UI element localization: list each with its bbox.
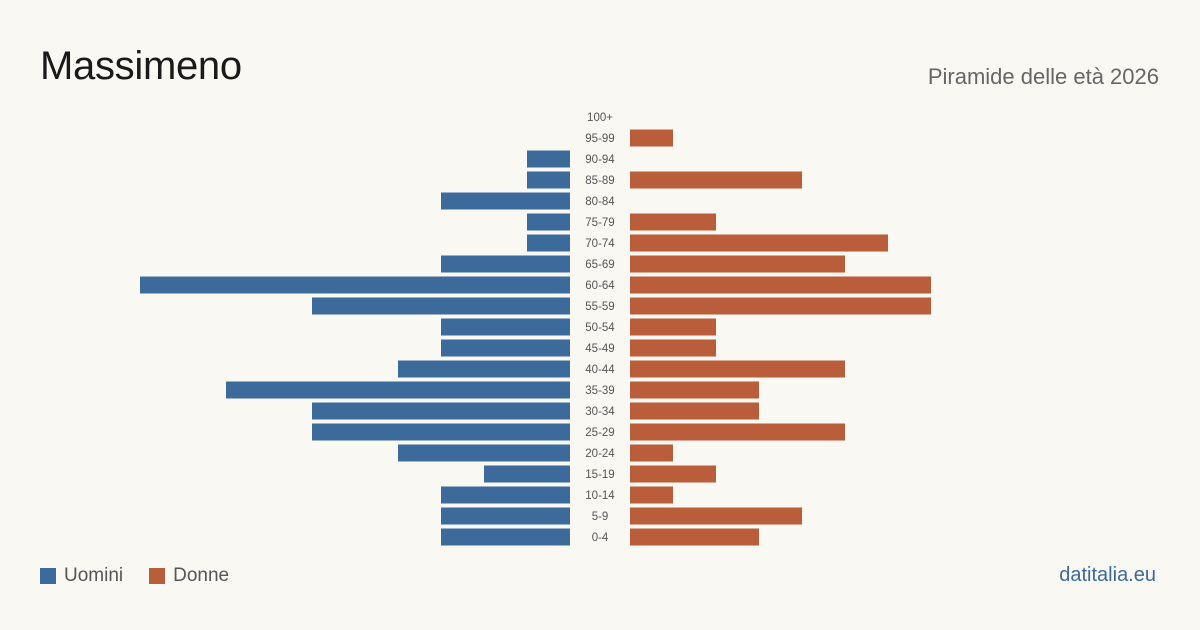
age-label-25-29: 25-29 <box>585 427 614 439</box>
bar-male-50-54 <box>441 318 570 336</box>
legend-swatch-female <box>149 568 166 584</box>
age-label-95-99: 95-99 <box>585 133 614 145</box>
bar-female-85-89 <box>630 171 802 189</box>
bar-female-60-64 <box>630 276 931 294</box>
bar-male-15-19 <box>484 465 570 483</box>
bar-female-20-24 <box>630 444 673 462</box>
legend: Uomini Donne <box>40 565 255 587</box>
age-label-20-24: 20-24 <box>585 448 615 460</box>
age-label-55-59: 55-59 <box>585 301 614 313</box>
age-label-65-69: 65-69 <box>585 259 614 271</box>
bar-female-45-49 <box>630 339 716 357</box>
legend-swatch-male <box>40 568 56 584</box>
legend-item-female: Donne <box>149 565 229 587</box>
bar-male-85-89 <box>527 171 570 189</box>
age-label-40-44: 40-44 <box>585 364 615 376</box>
bar-male-65-69 <box>441 255 570 273</box>
age-label-50-54: 50-54 <box>585 322 615 334</box>
legend-label-male: Uomini <box>64 565 124 586</box>
chart-title: Massimeno <box>40 44 242 88</box>
age-label-70-74: 70-74 <box>585 238 615 250</box>
bar-female-65-69 <box>630 255 845 273</box>
bar-female-30-34 <box>630 402 759 420</box>
bar-female-55-59 <box>630 297 931 315</box>
bar-female-70-74 <box>630 234 888 252</box>
bar-male-80-84 <box>441 192 570 210</box>
bar-male-55-59 <box>312 297 570 315</box>
bar-female-0-4 <box>630 528 759 546</box>
bar-female-15-19 <box>630 465 716 483</box>
bar-female-95-99 <box>630 129 673 147</box>
bar-male-10-14 <box>441 486 570 504</box>
bar-female-75-79 <box>630 213 716 231</box>
age-label-0-4: 0-4 <box>592 532 609 544</box>
age-label-80-84: 80-84 <box>585 196 615 208</box>
bar-male-30-34 <box>312 402 570 420</box>
chart-subtitle: Piramide delle età 2026 <box>927 64 1159 89</box>
age-label-90-94: 90-94 <box>585 154 615 166</box>
bar-female-50-54 <box>630 318 716 336</box>
bar-male-35-39 <box>226 381 570 399</box>
bar-male-5-9 <box>441 507 570 525</box>
age-label-30-34: 30-34 <box>585 406 615 418</box>
bar-male-90-94 <box>527 150 570 168</box>
bar-female-25-29 <box>630 423 845 441</box>
age-label-45-49: 45-49 <box>585 343 614 355</box>
bar-male-75-79 <box>527 213 570 231</box>
bar-male-20-24 <box>398 444 570 462</box>
bar-female-35-39 <box>630 381 759 399</box>
age-label-5-9: 5-9 <box>592 511 609 523</box>
bar-male-70-74 <box>527 234 570 252</box>
age-label-35-39: 35-39 <box>585 385 614 397</box>
legend-label-female: Donne <box>173 565 230 586</box>
bar-male-40-44 <box>398 360 570 378</box>
source-link[interactable]: datitalia.eu <box>1059 564 1156 586</box>
bar-female-10-14 <box>630 486 673 504</box>
age-label-85-89: 85-89 <box>585 175 614 187</box>
bar-female-5-9 <box>630 507 802 525</box>
bar-male-60-64 <box>140 276 570 294</box>
age-label-60-64: 60-64 <box>585 280 615 292</box>
bar-female-40-44 <box>630 360 845 378</box>
bar-male-0-4 <box>441 528 570 546</box>
bar-male-45-49 <box>441 339 570 357</box>
bar-male-25-29 <box>312 423 570 441</box>
age-label-15-19: 15-19 <box>585 469 614 481</box>
age-label-75-79: 75-79 <box>585 217 614 229</box>
age-label-100plus: 100+ <box>587 112 613 124</box>
age-label-10-14: 10-14 <box>585 490 615 502</box>
legend-item-male: Uomini <box>40 565 123 587</box>
